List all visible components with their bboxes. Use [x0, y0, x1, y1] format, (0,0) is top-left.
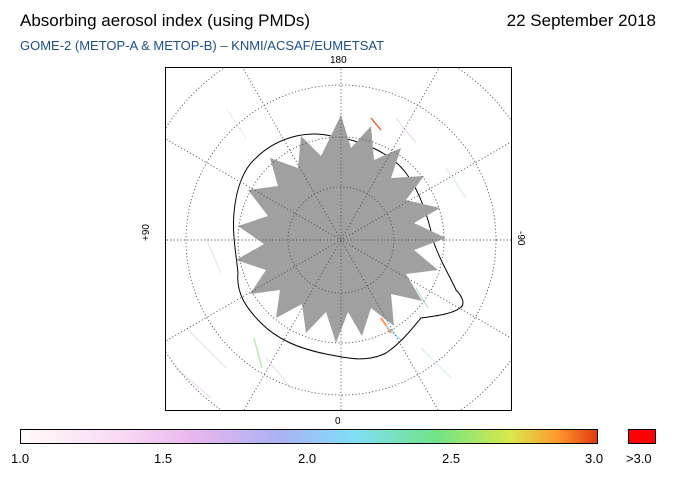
- colorbar-tick-1-0: 1.0: [11, 451, 30, 466]
- map-title: Absorbing aerosol index (using PMDs): [20, 11, 311, 30]
- colorbar-tick-2-0: 2.0: [298, 451, 317, 466]
- colorbar-tick-3-0: 3.0: [585, 451, 604, 466]
- colorbar-over-box: [628, 429, 656, 444]
- colorbar-tick-1-5: 1.5: [154, 451, 173, 466]
- map-subtitle: GOME-2 (METOP-A & METOP-B) – KNMI/ACSAF/…: [20, 38, 385, 53]
- lon-label-bottom: 0: [335, 416, 341, 427]
- colorbar-over-label: >3.0: [626, 451, 652, 466]
- colorbar: [20, 429, 598, 444]
- map-date: 22 September 2018: [506, 11, 656, 30]
- colorbar-tick-2-5: 2.5: [442, 451, 461, 466]
- aerosol-speckles: [175, 107, 467, 399]
- polar-map: [165, 67, 512, 411]
- polar-map-svg: [166, 68, 511, 410]
- lon-label-top: 180: [330, 55, 347, 66]
- graticule: [166, 68, 511, 410]
- lon-label-right: -90: [515, 231, 526, 246]
- lon-label-left: +90: [141, 224, 152, 241]
